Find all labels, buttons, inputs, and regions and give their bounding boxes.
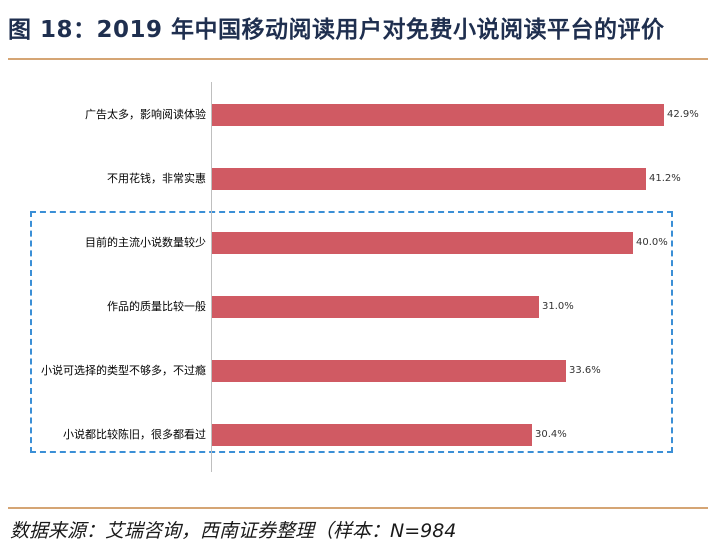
bar <box>212 360 566 382</box>
category-label: 目前的主流小说数量较少 <box>85 236 206 249</box>
bar <box>212 104 664 126</box>
bar <box>212 296 539 318</box>
data-label: 42.9% <box>667 109 699 120</box>
category-label: 不用花钱，非常实惠 <box>107 172 206 185</box>
data-label: 40.0% <box>636 237 668 248</box>
data-label: 41.2% <box>649 173 681 184</box>
bar <box>212 424 532 446</box>
bar <box>212 168 646 190</box>
category-label: 广告太多，影响阅读体验 <box>85 108 206 121</box>
data-label: 31.0% <box>542 301 574 312</box>
footer-divider <box>8 507 708 509</box>
y-axis-line <box>211 82 212 472</box>
title-divider <box>8 58 708 60</box>
category-label: 小说都比较陈旧，很多都看过 <box>63 428 206 441</box>
bar <box>212 232 633 254</box>
chart-title: 图 18：2019 年中国移动阅读用户对免费小说阅读平台的评价 <box>8 17 665 43</box>
data-label: 30.4% <box>535 429 567 440</box>
source-note: 数据来源：艾瑞咨询，西南证券整理（样本：N=984 <box>10 520 457 542</box>
highlight-box <box>30 211 673 453</box>
category-label: 作品的质量比较一般 <box>107 300 206 313</box>
data-label: 33.6% <box>569 365 601 376</box>
category-label: 小说可选择的类型不够多，不过瘾 <box>41 364 206 377</box>
